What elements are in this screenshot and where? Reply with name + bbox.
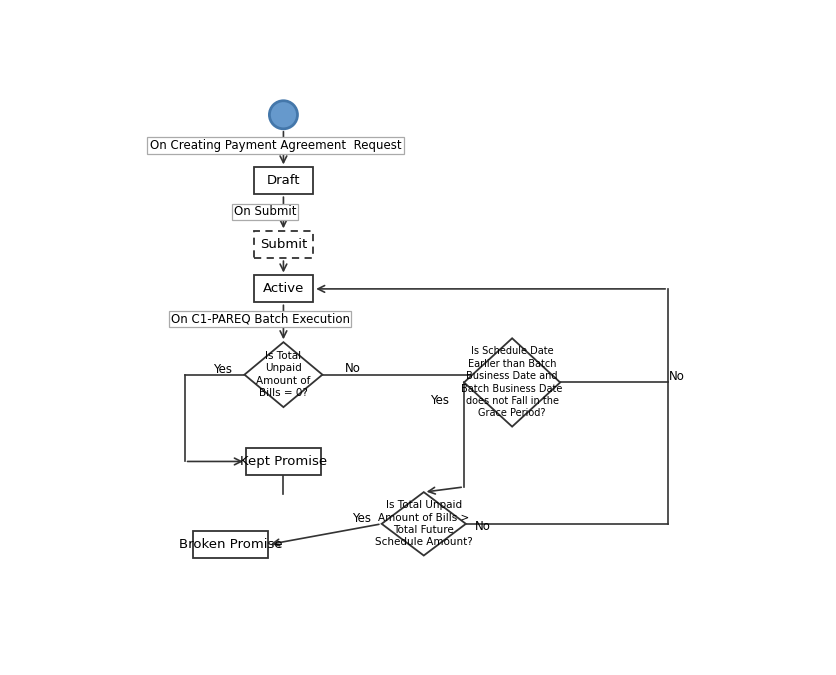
Polygon shape xyxy=(244,342,322,407)
Polygon shape xyxy=(463,338,559,427)
FancyBboxPatch shape xyxy=(192,531,268,558)
Text: Broken Promise: Broken Promise xyxy=(178,538,282,551)
Text: Kept Promise: Kept Promise xyxy=(240,455,327,468)
FancyBboxPatch shape xyxy=(246,448,321,475)
Circle shape xyxy=(269,101,297,129)
Text: Yes: Yes xyxy=(429,394,448,407)
Text: No: No xyxy=(474,520,490,533)
FancyBboxPatch shape xyxy=(253,232,313,259)
Text: Active: Active xyxy=(263,282,303,296)
Text: Draft: Draft xyxy=(267,174,300,187)
Text: Is Schedule Date
Earlier than Batch
Business Date and
Batch Business Date
does n: Is Schedule Date Earlier than Batch Busi… xyxy=(461,346,562,418)
Text: Yes: Yes xyxy=(352,512,371,525)
Text: Is Total
Unpaid
Amount of
Bills = 0?: Is Total Unpaid Amount of Bills = 0? xyxy=(256,351,310,398)
Text: On Creating Payment Agreement  Request: On Creating Payment Agreement Request xyxy=(150,139,401,152)
Text: No: No xyxy=(344,362,360,375)
FancyBboxPatch shape xyxy=(253,275,313,302)
Text: Yes: Yes xyxy=(213,363,232,376)
Text: On C1-PAREQ Batch Execution: On C1-PAREQ Batch Execution xyxy=(171,313,349,325)
Text: Is Total Unpaid
Amount of Bills >
Total Future
Schedule Amount?: Is Total Unpaid Amount of Bills > Total … xyxy=(375,500,472,547)
Text: Submit: Submit xyxy=(259,238,307,251)
Polygon shape xyxy=(381,492,466,556)
FancyBboxPatch shape xyxy=(253,167,313,194)
Text: No: No xyxy=(668,370,684,383)
Text: On Submit: On Submit xyxy=(234,205,296,219)
